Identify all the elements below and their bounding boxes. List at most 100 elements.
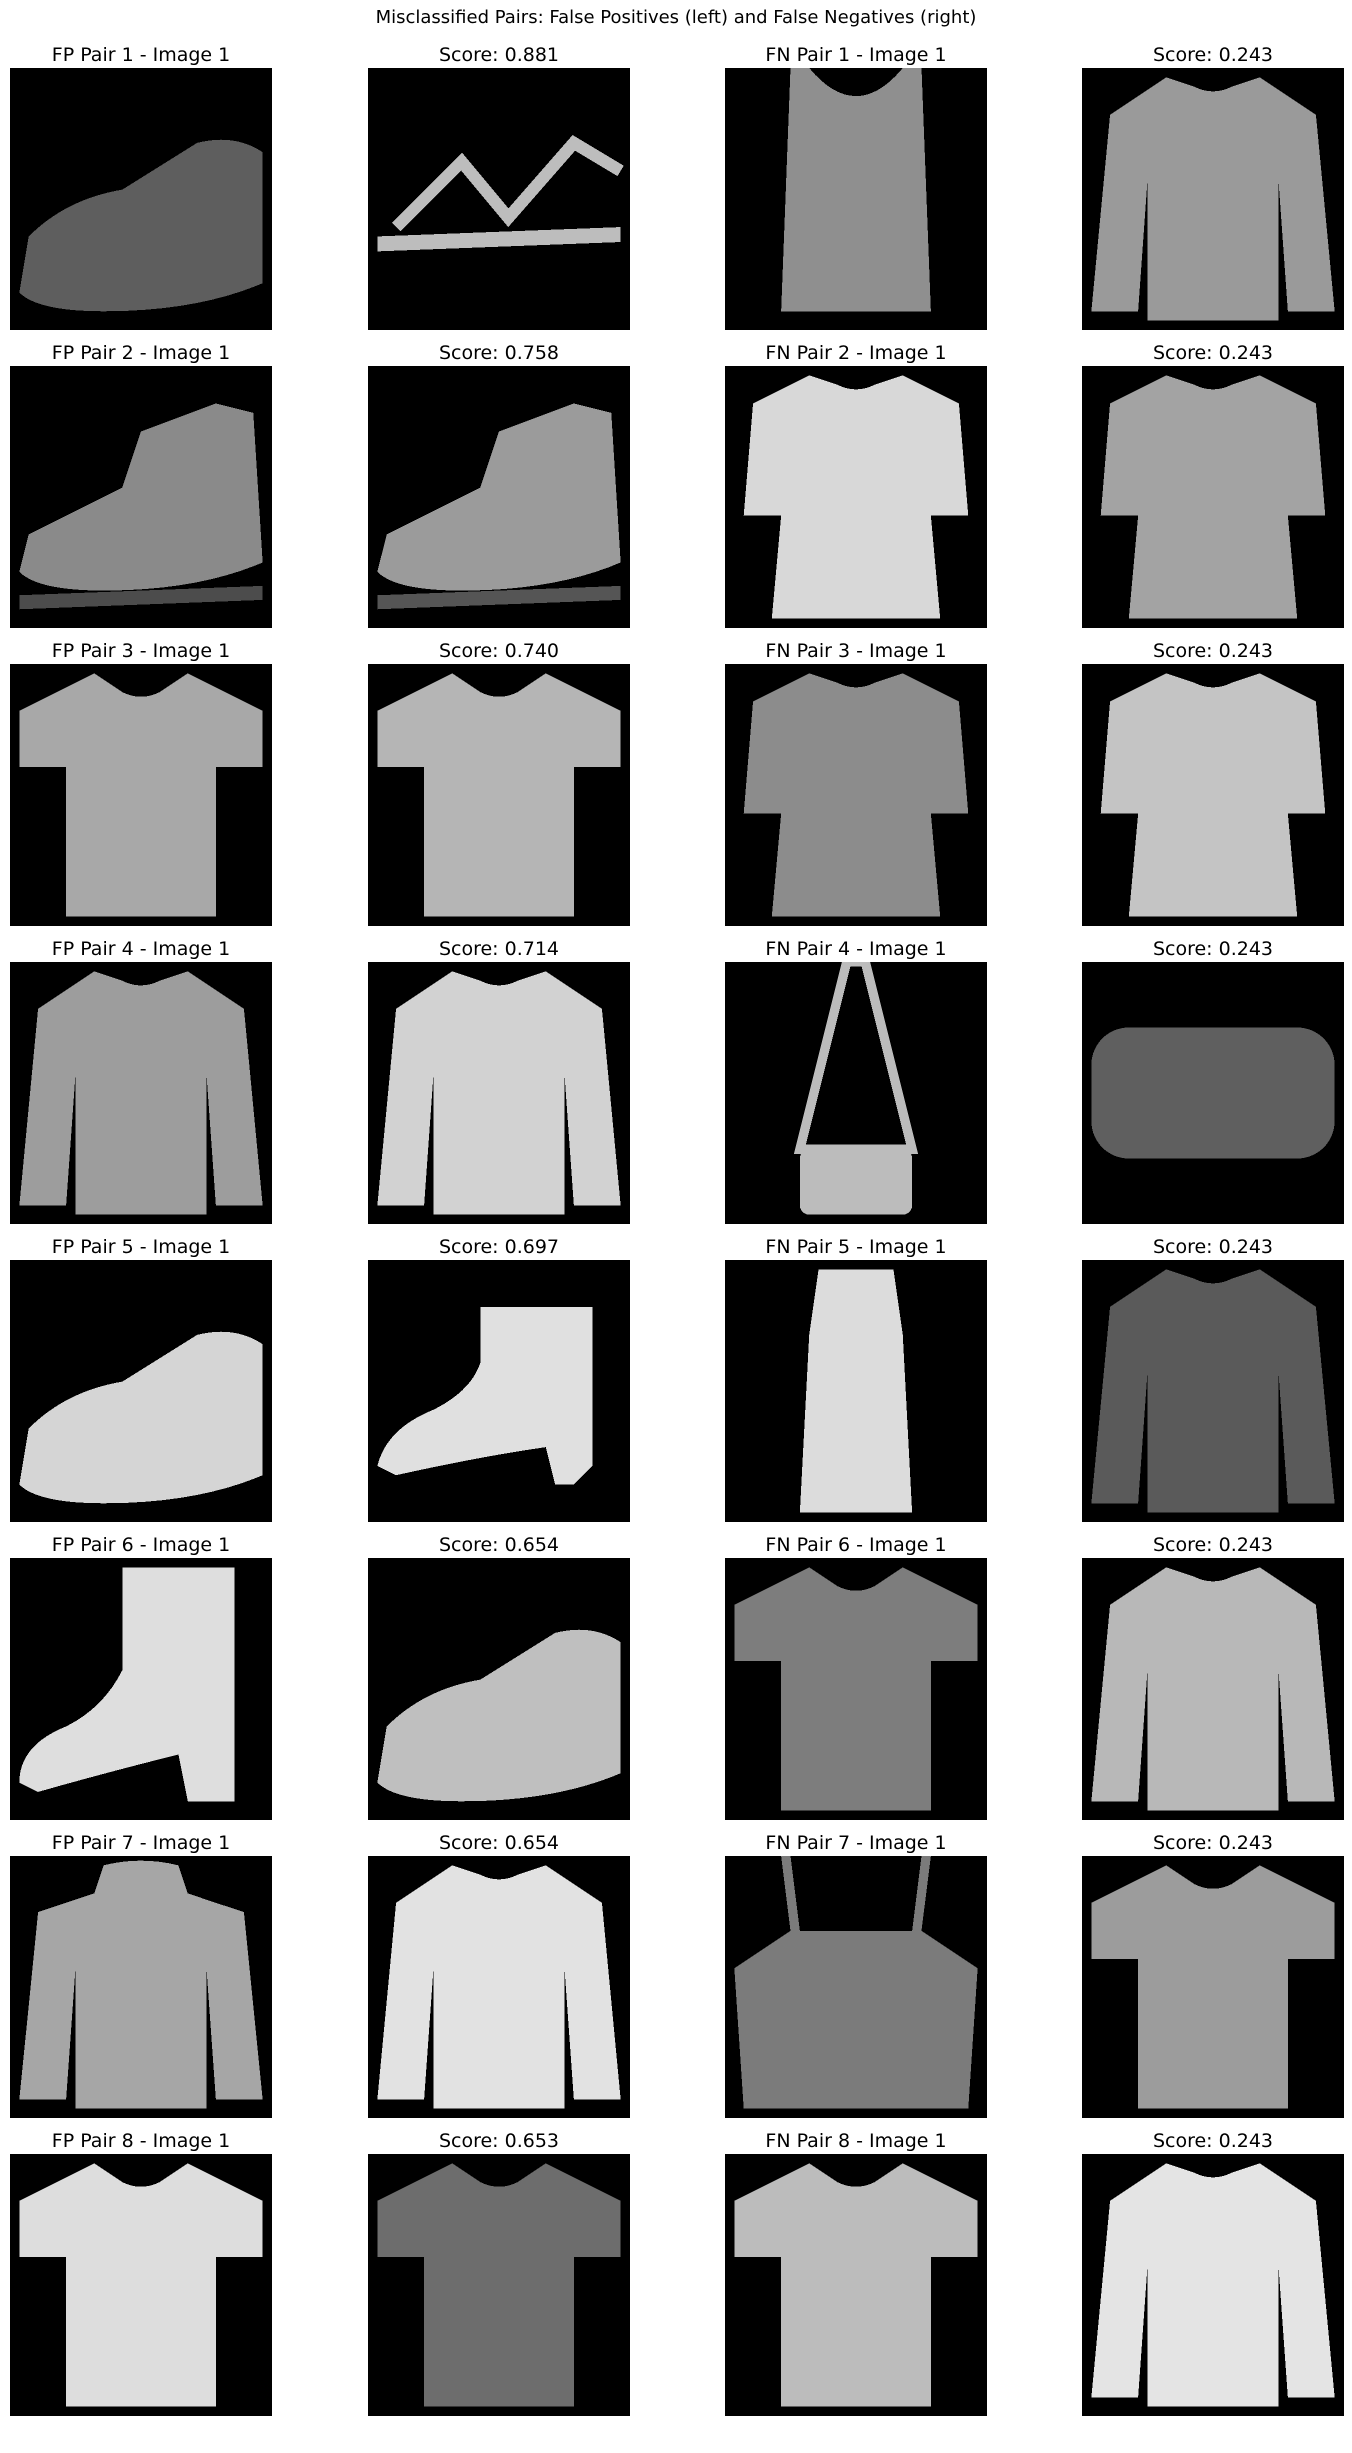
score-label: Score: 0.243	[1082, 1830, 1344, 1856]
score-label: Score: 0.654	[368, 1830, 630, 1856]
garment-image	[1082, 1558, 1344, 1820]
patterned-sneaker-picture	[368, 1558, 630, 1820]
garment-image	[10, 68, 272, 330]
zip-jacket-picture	[368, 1856, 630, 2118]
heeled-bootie-picture	[368, 1260, 630, 1522]
garment-image	[10, 1260, 272, 1522]
score-label: Score: 0.243	[1082, 340, 1344, 366]
long-dress-picture	[725, 1260, 987, 1522]
pair-panel: Score: 0.243	[1082, 1830, 1344, 2118]
pair-panel: FP Pair 5 - Image 1	[10, 1234, 272, 1522]
garment-image	[10, 366, 272, 628]
garment-image	[368, 366, 630, 628]
score-label: Score: 0.243	[1082, 2128, 1344, 2154]
pair-panel: Score: 0.243	[1082, 42, 1344, 330]
pair-panel: Score: 0.653	[368, 2128, 630, 2416]
pair-panel: Score: 0.654	[368, 1532, 630, 1820]
garment-image	[725, 1260, 987, 1522]
garment-image	[725, 1558, 987, 1820]
garment-image	[368, 1856, 630, 2118]
score-label: Score: 0.243	[1082, 1532, 1344, 1558]
garment-image	[368, 962, 630, 1224]
sneaker-picture	[10, 68, 272, 330]
pair-label: FN Pair 4 - Image 1	[725, 936, 987, 962]
score-label: Score: 0.697	[368, 1234, 630, 1260]
pair-label: FP Pair 8 - Image 1	[10, 2128, 272, 2154]
garment-image	[1082, 1856, 1344, 2118]
pullover-picture	[368, 962, 630, 1224]
garment-image	[1082, 1260, 1344, 1522]
score-label: Score: 0.758	[368, 340, 630, 366]
garment-image	[368, 664, 630, 926]
garment-image	[725, 2154, 987, 2416]
score-label: Score: 0.243	[1082, 936, 1344, 962]
score-label: Score: 0.653	[368, 2128, 630, 2154]
pair-panel: Score: 0.740	[368, 638, 630, 926]
pair-panel: Score: 0.714	[368, 936, 630, 1224]
checked-shirt-picture	[368, 2154, 630, 2416]
garment-image	[1082, 2154, 1344, 2416]
vertical-stripe-shirt-picture	[725, 2154, 987, 2416]
garment-image	[368, 68, 630, 330]
pair-label: FP Pair 1 - Image 1	[10, 42, 272, 68]
garment-image	[10, 1558, 272, 1820]
pair-panel: FP Pair 6 - Image 1	[10, 1532, 272, 1820]
score-label: Score: 0.243	[1082, 42, 1344, 68]
pair-panel: Score: 0.243	[1082, 1234, 1344, 1522]
pair-label: FP Pair 4 - Image 1	[10, 936, 272, 962]
pair-panel: FN Pair 1 - Image 1	[725, 42, 987, 330]
pair-label: FN Pair 1 - Image 1	[725, 42, 987, 68]
high-top-sneaker-picture	[10, 366, 272, 628]
score-label: Score: 0.881	[368, 42, 630, 68]
clutch-bag-picture	[1082, 962, 1344, 1224]
garment-image	[368, 2154, 630, 2416]
pair-panel: Score: 0.243	[1082, 2128, 1344, 2416]
garment-image	[10, 1856, 272, 2118]
pair-panel: FN Pair 3 - Image 1	[725, 638, 987, 926]
pair-label: FP Pair 5 - Image 1	[10, 1234, 272, 1260]
bustier-top-picture	[725, 1856, 987, 2118]
sandal-picture	[368, 68, 630, 330]
pleated-dress-picture	[725, 664, 987, 926]
checked-dress-picture	[1082, 664, 1344, 926]
garment-image	[725, 68, 987, 330]
pair-panel: FP Pair 3 - Image 1	[10, 638, 272, 926]
score-label: Score: 0.654	[368, 1532, 630, 1558]
pair-label: FN Pair 2 - Image 1	[725, 340, 987, 366]
pair-label: FN Pair 6 - Image 1	[725, 1532, 987, 1558]
garment-image	[10, 664, 272, 926]
printed-coat-picture	[1082, 1260, 1344, 1522]
pair-panel: Score: 0.243	[1082, 340, 1344, 628]
score-label: Score: 0.243	[1082, 1234, 1344, 1260]
patterned-top-picture	[368, 664, 630, 926]
score-label: Score: 0.740	[368, 638, 630, 664]
t-shirt-picture	[10, 664, 272, 926]
pair-panel: FN Pair 8 - Image 1	[725, 2128, 987, 2416]
hoodie-picture	[10, 1856, 272, 2118]
garment-image	[10, 2154, 272, 2416]
heeled-boot-picture	[10, 1558, 272, 1820]
garment-image	[1082, 664, 1344, 926]
garment-image	[10, 962, 272, 1224]
pair-panel: Score: 0.243	[1082, 638, 1344, 926]
figure-title: Misclassified Pairs: False Positives (le…	[0, 6, 1352, 30]
pair-panel: Score: 0.697	[368, 1234, 630, 1522]
garment-image	[725, 366, 987, 628]
score-label: Score: 0.243	[1082, 638, 1344, 664]
pair-label: FN Pair 8 - Image 1	[725, 2128, 987, 2154]
pair-label: FN Pair 7 - Image 1	[725, 1830, 987, 1856]
striped-dress-picture	[1082, 366, 1344, 628]
pair-panel: FP Pair 4 - Image 1	[10, 936, 272, 1224]
garment-image	[725, 1856, 987, 2118]
pair-panel: FP Pair 7 - Image 1	[10, 1830, 272, 2118]
garment-image	[725, 664, 987, 926]
pair-panel: Score: 0.654	[368, 1830, 630, 2118]
pair-label: FN Pair 3 - Image 1	[725, 638, 987, 664]
pair-label: FP Pair 2 - Image 1	[10, 340, 272, 366]
shoulder-bag-picture	[725, 962, 987, 1224]
garment-image	[1082, 68, 1344, 330]
pair-panel: Score: 0.758	[368, 340, 630, 628]
pair-panel: Score: 0.243	[1082, 936, 1344, 1224]
long-sleeve-shirt-picture	[1082, 68, 1344, 330]
pair-panel: FN Pair 4 - Image 1	[725, 936, 987, 1224]
